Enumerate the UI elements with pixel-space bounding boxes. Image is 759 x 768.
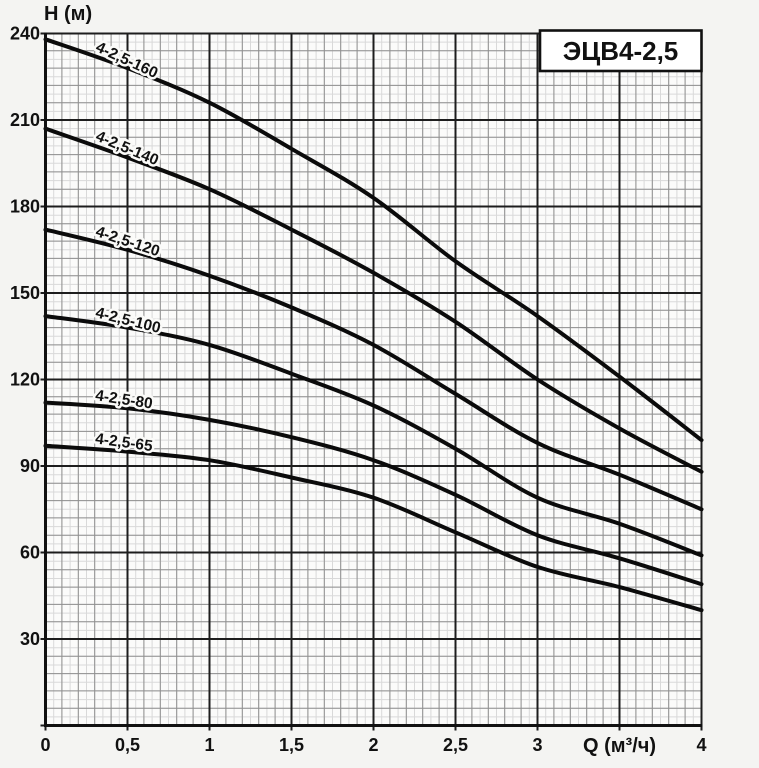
y-tick-label: 150 — [10, 283, 40, 303]
curve-4-2,5-140 — [43, 126, 704, 474]
x-tick-label: 2,5 — [443, 735, 468, 755]
x-axis-title: Q (м³/ч) — [583, 735, 656, 757]
curve-4-2,5-120 — [43, 227, 704, 512]
curve-4-2,5-100 — [43, 314, 704, 558]
x-tick-label: 4 — [696, 735, 706, 755]
y-axis-title: H (м) — [44, 3, 92, 25]
curve-4-2,5-160 — [43, 37, 704, 443]
x-tick-label: 1,5 — [279, 735, 304, 755]
curve-4-2,5-80 — [43, 400, 704, 587]
y-tick-label: 210 — [10, 110, 40, 130]
title-box-group: ЭЦВ4-2,5 — [538, 29, 703, 73]
y-tick-label: 30 — [20, 629, 40, 649]
x-tick-label: 3 — [532, 735, 542, 755]
title-box — [538, 29, 703, 73]
y-tick-label: 120 — [10, 370, 40, 390]
x-tick-label: 2 — [368, 735, 378, 755]
y-tick-label: 180 — [10, 197, 40, 217]
y-tick-label: 60 — [20, 543, 40, 563]
grid-layer — [44, 32, 703, 727]
x-tick-label: 0,5 — [115, 735, 140, 755]
y-tick-label: 240 — [10, 24, 40, 44]
x-tick-label: 0 — [40, 735, 50, 755]
curve-4-2,5-65 — [43, 443, 704, 613]
plot-border — [44, 32, 703, 727]
y-tick-labels: 30 60 90 120 150 180 210 240 — [10, 24, 40, 650]
chart-title: ЭЦВ4-2,5 — [563, 36, 679, 66]
x-tick-label: 1 — [204, 735, 214, 755]
y-tick-label: 90 — [20, 456, 40, 476]
x-tick-labels: 0 0,5 1 1,5 2 2,5 3 4 — [40, 735, 706, 755]
